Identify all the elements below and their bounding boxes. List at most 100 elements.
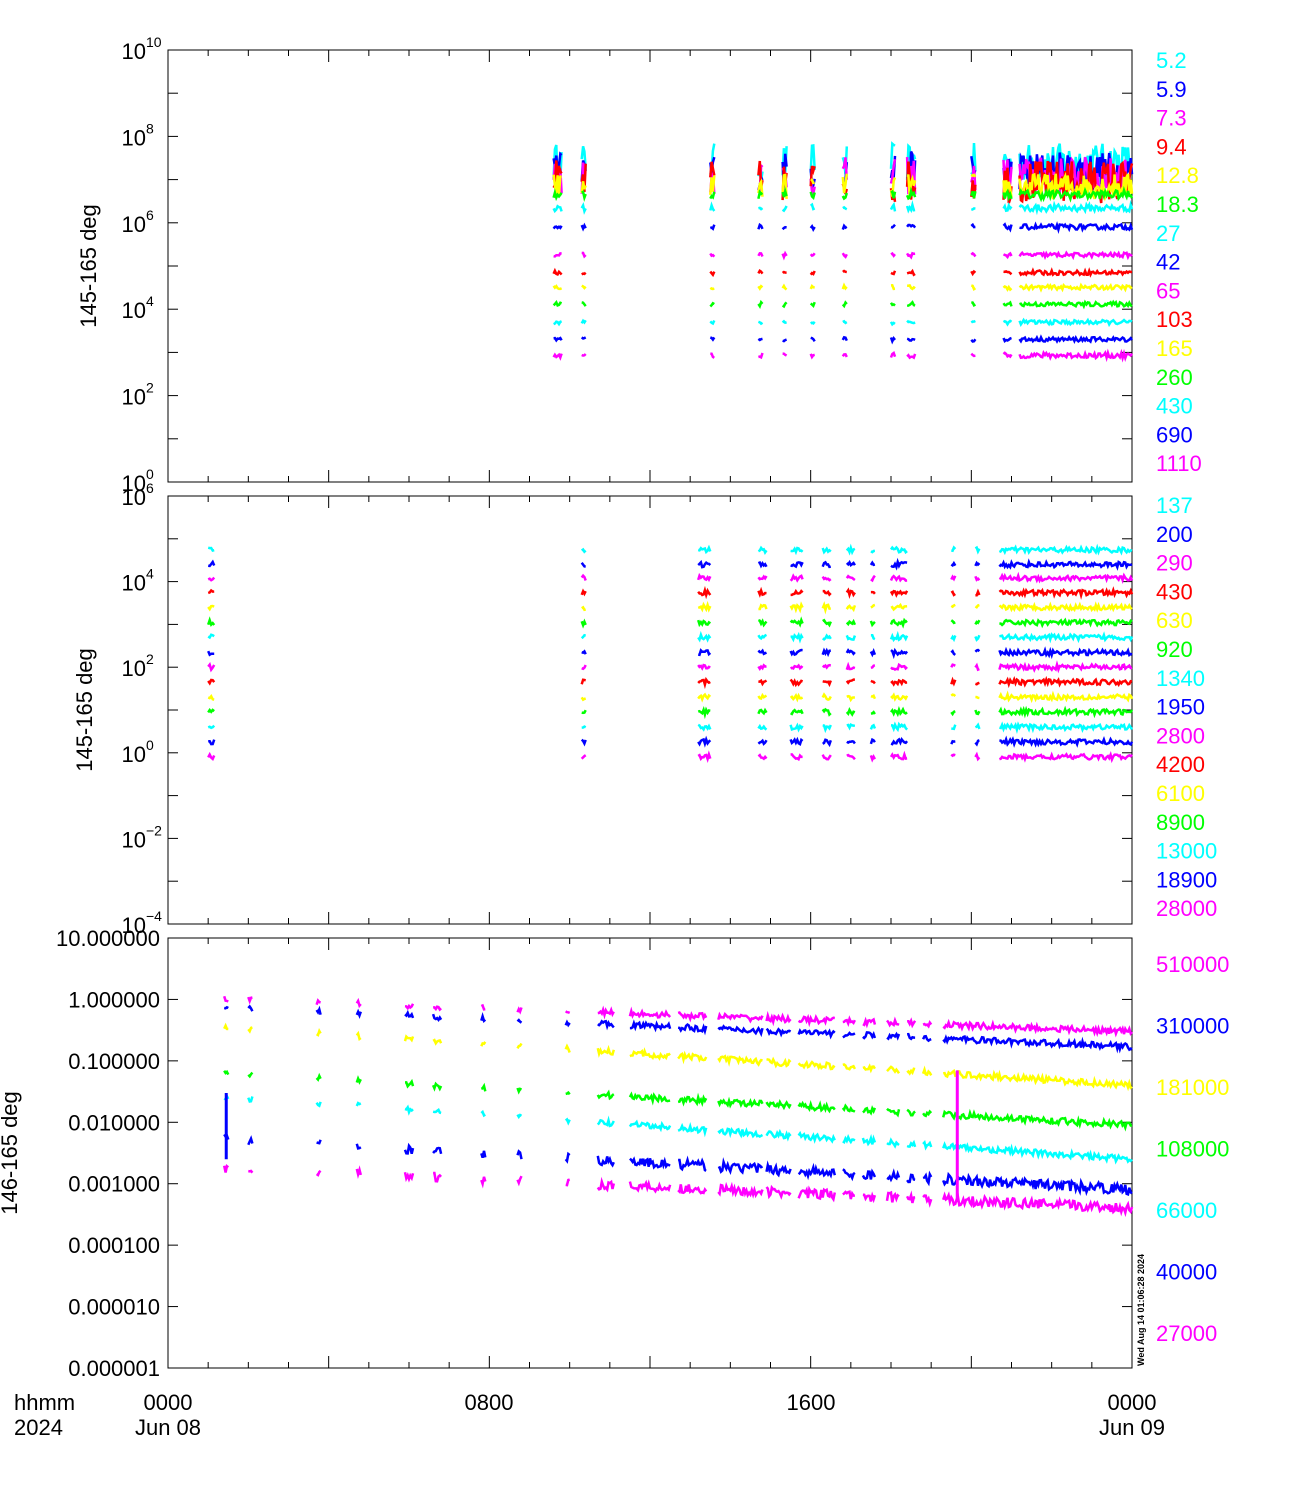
series-segment: [757, 337, 763, 342]
series-segment: [870, 633, 876, 641]
series-segment: [1002, 201, 1013, 213]
series-segment: [709, 301, 715, 308]
y-tick-exponent: 8: [146, 120, 154, 136]
series-segment: [207, 751, 216, 761]
series-segment: [404, 1104, 414, 1116]
series-segment: [889, 335, 896, 345]
series-segment: [757, 320, 764, 326]
series-510000: [223, 995, 1133, 1038]
series-segment: [697, 544, 712, 555]
series-segment: [580, 754, 587, 760]
series-segment: [890, 662, 908, 671]
series-segment: [207, 708, 215, 714]
series-segment: [717, 1181, 764, 1199]
series-segment: [315, 1101, 322, 1108]
y-tick-label: 10: [122, 471, 146, 496]
series-segment: [789, 678, 804, 688]
series-137: [207, 543, 1133, 556]
series-segment: [208, 559, 216, 568]
legend-entry: 260: [1156, 365, 1193, 390]
series-segment: [580, 633, 586, 640]
series-430: [207, 585, 1134, 600]
series-segment: [845, 604, 857, 613]
series-segment: [970, 165, 977, 191]
legend-entry: 108000: [1156, 1137, 1229, 1162]
series-segment: [480, 1003, 486, 1011]
series-segment: [922, 1194, 933, 1208]
series-segment: [974, 709, 981, 716]
series-segment: [943, 1068, 1133, 1092]
series-segment: [998, 705, 1134, 719]
series-segment: [889, 574, 908, 583]
legend-entry: 12.8: [1156, 163, 1199, 188]
series-segment: [709, 252, 716, 258]
series-segment: [697, 735, 712, 748]
series-segment: [553, 336, 563, 343]
series-segment: [355, 1008, 362, 1019]
series-segment: [207, 650, 215, 657]
series-6100: [207, 690, 1134, 704]
legend-entry: 430: [1156, 394, 1193, 419]
series-segment: [885, 1190, 900, 1203]
legend-entry: 4200: [1156, 752, 1205, 777]
series-segment: [809, 270, 816, 276]
y-tick-exponent: −2: [146, 822, 162, 838]
y-tick-label: 10: [122, 742, 146, 767]
series-segment: [758, 678, 768, 687]
series-segment: [810, 320, 816, 325]
series-segment: [998, 571, 1134, 585]
series-segment: [821, 546, 832, 555]
series-segment: [1018, 199, 1134, 216]
series-segment: [628, 1119, 672, 1133]
series-segment: [717, 1011, 764, 1024]
series-segment: [970, 284, 977, 291]
series-segment: [553, 252, 562, 258]
legend-entry: 310000: [1156, 1014, 1229, 1039]
series-segment: [790, 753, 803, 762]
series-segment: [845, 543, 856, 556]
y-tick-label: 1.000000: [68, 987, 160, 1012]
series-290: [207, 571, 1134, 585]
series-segment: [355, 997, 362, 1009]
series-segment: [846, 722, 856, 731]
series-segment: [709, 175, 716, 195]
series-segment: [942, 1034, 1133, 1054]
series-segment: [841, 282, 848, 291]
series-segment: [580, 696, 587, 702]
series-1950: [207, 646, 1133, 660]
series-segment: [841, 192, 849, 201]
series-segment: [845, 707, 856, 717]
series-segment: [974, 634, 981, 642]
series-segment: [998, 543, 1133, 556]
series-segment: [782, 338, 788, 343]
series-segment: [480, 1150, 487, 1159]
series-segment: [207, 616, 216, 627]
series-segment: [480, 1109, 486, 1118]
series-segment: [403, 1142, 415, 1155]
series-segment: [822, 724, 832, 734]
series-segment: [841, 157, 849, 180]
series-segment: [758, 603, 768, 611]
series-segment: [1018, 250, 1133, 261]
series-segment: [907, 283, 916, 291]
series-103: [552, 267, 1133, 278]
legend-entry: 137: [1156, 493, 1193, 518]
series-segment: [951, 724, 957, 731]
series-segment: [789, 573, 804, 583]
series-segment: [552, 225, 563, 230]
series-segment: [480, 1176, 487, 1189]
legend-entry: 200: [1156, 522, 1193, 547]
series-segment: [597, 1019, 615, 1031]
series-segment: [697, 559, 712, 569]
series-segment: [564, 1117, 571, 1126]
series-segment: [697, 723, 712, 732]
series-segment: [889, 589, 909, 598]
series-segment: [580, 181, 587, 194]
series-segment: [998, 601, 1133, 613]
series-segment: [975, 588, 981, 597]
series-segment: [223, 995, 229, 1003]
series-segment: [757, 560, 768, 569]
series-segment: [974, 648, 981, 653]
series-segment: [890, 705, 908, 718]
series-segment: [889, 302, 896, 307]
